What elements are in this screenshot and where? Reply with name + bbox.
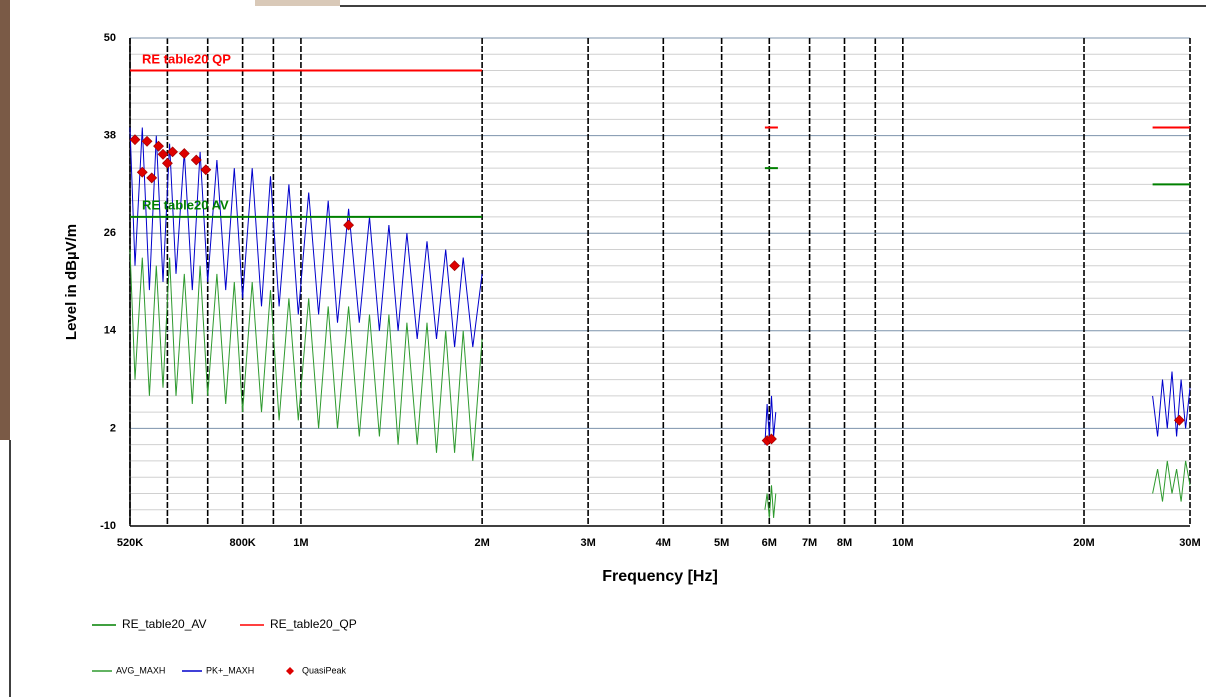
x-tick-label: 520K bbox=[117, 537, 143, 549]
quasi-peak-marker bbox=[157, 148, 169, 160]
quasi-peak-marker bbox=[343, 219, 355, 231]
x-tick-label: 3M bbox=[580, 537, 595, 549]
legend-label: RE_table20_AV bbox=[122, 617, 207, 631]
y-tick-label: 50 bbox=[104, 32, 116, 44]
x-tick-label: 10M bbox=[892, 537, 913, 549]
quasi-peak-marker bbox=[200, 164, 212, 176]
quasi-peak-marker bbox=[129, 134, 141, 146]
quasi-peak-marker bbox=[167, 146, 179, 158]
quasi-peak-marker bbox=[136, 166, 148, 178]
quasi-peak-marker bbox=[178, 148, 190, 159]
y-tick-label: -10 bbox=[100, 520, 116, 532]
x-tick-label: 2M bbox=[474, 537, 489, 549]
x-tick-label: 8M bbox=[837, 537, 852, 549]
x-tick-label: 6M bbox=[762, 537, 777, 549]
x-tick-label: 4M bbox=[656, 537, 671, 549]
legend-label: QuasiPeak bbox=[302, 665, 347, 675]
x-tick-label: 7M bbox=[802, 537, 817, 549]
quasi-peak-marker bbox=[153, 140, 164, 152]
series-line bbox=[130, 69, 1190, 129]
legend-label: PK+_MAXH bbox=[206, 665, 254, 675]
annotation: RE table20 AV bbox=[142, 197, 229, 212]
x-tick-label: 5M bbox=[714, 537, 729, 549]
series-line bbox=[129, 249, 1191, 518]
x-tick-label: 20M bbox=[1073, 537, 1094, 549]
x-tick-label: 800K bbox=[229, 537, 255, 549]
quasi-peak-marker bbox=[146, 172, 158, 184]
series-line bbox=[130, 167, 1190, 218]
quasi-peak-marker bbox=[449, 260, 461, 272]
quasi-peak-marker bbox=[1173, 414, 1185, 426]
y-axis-title: Level in dBµV/m bbox=[63, 224, 80, 340]
quasi-peak-marker bbox=[766, 433, 777, 445]
x-tick-label: 1M bbox=[293, 537, 308, 549]
quasi-peak-marker bbox=[141, 135, 153, 147]
y-tick-label: 2 bbox=[110, 422, 116, 434]
y-tick-label: 38 bbox=[104, 130, 116, 142]
legend-label: RE_table20_QP bbox=[270, 617, 357, 631]
x-axis-title: Frequency [Hz] bbox=[602, 568, 718, 585]
y-tick-label: 14 bbox=[104, 325, 117, 337]
legend-swatch bbox=[286, 667, 294, 675]
photo-strip-top bbox=[255, 0, 340, 6]
legend-label: AVG_MAXH bbox=[116, 665, 165, 675]
y-tick-label: 26 bbox=[104, 227, 116, 239]
series-line bbox=[129, 127, 1191, 445]
x-tick-label: 30M bbox=[1179, 537, 1200, 549]
quasi-peak-marker bbox=[190, 154, 202, 166]
photo-strip bbox=[0, 0, 10, 440]
quasi-peak-marker bbox=[161, 157, 173, 169]
annotation: RE table20 QP bbox=[142, 51, 231, 66]
